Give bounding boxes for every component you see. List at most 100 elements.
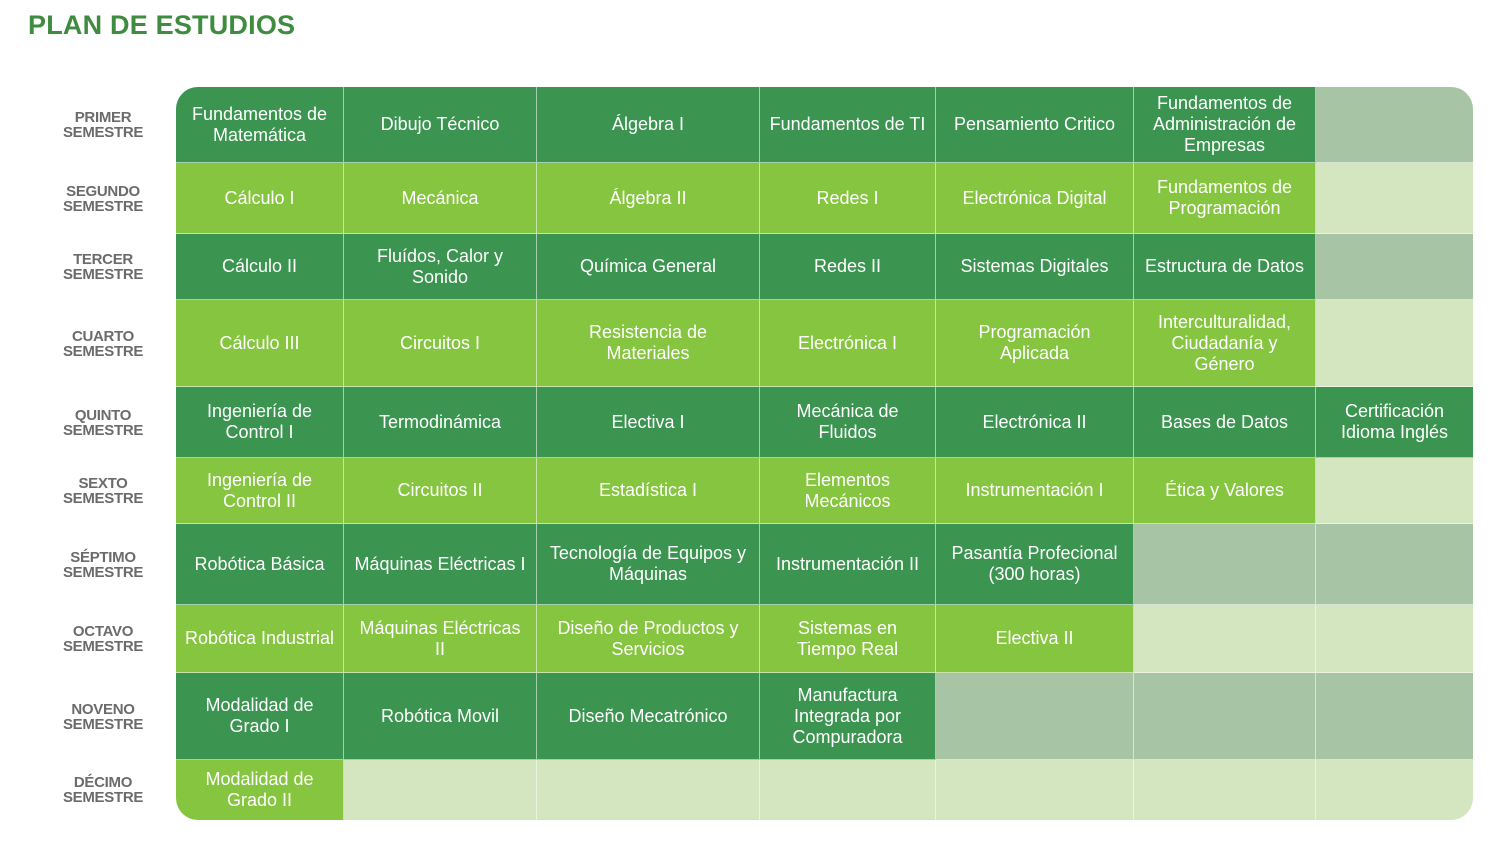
course-name: Sistemas en Tiempo Real — [796, 617, 899, 659]
course-name: Robótica Básica — [194, 553, 325, 574]
semester-label: TERCER SEMESTRE — [48, 234, 158, 300]
course-name: Ingeniería de Control II — [206, 469, 313, 511]
course-cell: Mecánica — [344, 163, 537, 234]
empty-course-cell — [936, 673, 1134, 760]
empty-course-cell — [760, 760, 936, 820]
course-name: Fluídos, Calor y Sonido — [376, 245, 504, 287]
course-name: Electiva I — [611, 411, 685, 432]
course-name: Máquinas Eléctricas I — [354, 553, 526, 574]
empty-course-cell — [1316, 673, 1473, 760]
course-name: Cálculo II — [221, 256, 298, 276]
course-cell: Mecánica de Fluidos — [760, 387, 936, 458]
course-name: Mecánica — [401, 187, 479, 208]
course-cell: Elementos Mecánicos — [760, 458, 936, 524]
semester-label: OCTAVO SEMESTRE — [48, 605, 158, 673]
course-cell: Instrumentación I — [936, 458, 1134, 524]
semester-label-word: SEMESTRE — [62, 421, 144, 439]
course-name: Robótica Movil — [380, 705, 500, 726]
course-name: Estructura de Datos — [1144, 256, 1305, 276]
course-cell: Modalidad de Grado II — [176, 760, 344, 820]
course-name: Modalidad de Grado I — [205, 695, 314, 736]
course-name: Redes I — [816, 187, 879, 208]
empty-course-cell — [344, 760, 537, 820]
course-cell: Fluídos, Calor y Sonido — [344, 234, 537, 300]
course-cell: Fundamentos de Administración de Empresa… — [1134, 87, 1316, 163]
course-cell: Manufactura Integrada por Compuradora — [760, 673, 936, 760]
semester-label-ordinal: QUINTO — [74, 406, 132, 424]
course-cell: Fundamentos de Programación — [1134, 163, 1316, 234]
semester-label-ordinal: NOVENO — [71, 700, 135, 718]
course-cell: Ingeniería de Control I — [176, 387, 344, 458]
course-name: Robótica Industrial — [184, 628, 335, 648]
empty-course-cell — [1316, 300, 1473, 387]
semester-label: DÉCIMO SEMESTRE — [48, 760, 158, 820]
course-name: Tecnología de Equipos y Máquinas — [549, 543, 747, 584]
curriculum-grid: Fundamentos de Matemática Dibujo Técnico Á… — [176, 87, 1473, 820]
course-name: Fundamentos de Programación — [1156, 177, 1293, 218]
semester-label-ordinal: CUARTO — [71, 327, 135, 345]
semester-label-ordinal: PRIMER — [74, 109, 132, 126]
course-name: Electrónica I — [797, 332, 898, 353]
course-cell: Electrónica I — [760, 300, 936, 387]
empty-course-cell — [1316, 163, 1473, 234]
course-cell: Instrumentación II — [760, 524, 936, 605]
course-cell: Circuitos II — [344, 458, 537, 524]
course-name: Circuitos I — [399, 332, 480, 353]
course-name: Cálculo I — [224, 187, 295, 208]
course-name: Sistemas Digitales — [960, 256, 1109, 276]
semester-label-word: SEMESTRE — [62, 638, 144, 655]
course-cell: Fundamentos de Matemática — [176, 87, 344, 163]
course-cell: Dibujo Técnico — [344, 87, 537, 163]
semester-label: SEXTO SEMESTRE — [48, 458, 158, 524]
course-name: Cálculo III — [219, 332, 300, 353]
empty-course-cell — [1316, 760, 1473, 820]
semester-label-word: SEMESTRE — [62, 124, 144, 141]
course-cell: Bases de Datos — [1134, 387, 1316, 458]
course-name: Programación Aplicada — [978, 322, 1091, 363]
course-name: Elementos Mecánicos — [804, 469, 891, 511]
course-cell: Electrónica II — [936, 387, 1134, 458]
empty-course-cell — [1134, 524, 1316, 605]
course-cell: Certificación Idioma Inglés — [1316, 387, 1473, 458]
course-name: Máquinas Eléctricas II — [359, 617, 521, 659]
empty-course-cell — [1316, 524, 1473, 605]
semester-label-ordinal: SEXTO — [78, 475, 128, 492]
page-title: PLAN DE ESTUDIOS — [28, 10, 296, 40]
course-name: Diseño de Productos y Servicios — [557, 617, 739, 659]
empty-course-cell — [1316, 234, 1473, 300]
course-cell: Cálculo II — [176, 234, 344, 300]
course-name: Modalidad de Grado II — [205, 769, 314, 810]
course-cell: Máquinas Eléctricas I — [344, 524, 537, 605]
empty-course-cell — [936, 760, 1134, 820]
course-cell: Estructura de Datos — [1134, 234, 1316, 300]
course-cell: Electiva II — [936, 605, 1134, 673]
empty-course-cell — [1134, 605, 1316, 673]
course-name: Química General — [579, 256, 717, 276]
course-name: Ingeniería de Control I — [206, 401, 313, 442]
course-name: Instrumentación I — [965, 480, 1104, 500]
course-name: Electrónica Digital — [962, 187, 1107, 208]
course-cell: Fundamentos de TI — [760, 87, 936, 163]
course-name: Álgebra I — [611, 114, 685, 134]
course-cell: Diseño Mecatrónico — [537, 673, 760, 760]
semester-label-ordinal: SEGUNDO — [66, 182, 140, 200]
course-cell: Pasantía Profecional (300 horas) — [936, 524, 1134, 605]
course-name: Circuitos II — [397, 480, 483, 500]
semester-label-ordinal: DÉCIMO — [73, 774, 133, 791]
course-cell: Estadística I — [537, 458, 760, 524]
empty-course-cell — [1134, 673, 1316, 760]
course-name: Interculturalidad, Ciudadanía y Género — [1157, 311, 1292, 374]
semester-label-word: SEMESTRE — [62, 563, 144, 581]
course-name: Electiva II — [995, 628, 1074, 648]
course-cell: Pensamiento Critico — [936, 87, 1134, 163]
semester-label-word: SEMESTRE — [62, 266, 144, 283]
empty-course-cell — [1316, 458, 1473, 524]
course-cell: Cálculo III — [176, 300, 344, 387]
semester-label: SEGUNDO SEMESTRE — [48, 163, 158, 234]
course-cell: Electrónica Digital — [936, 163, 1134, 234]
course-cell: Interculturalidad, Ciudadanía y Género — [1134, 300, 1316, 387]
course-cell: Máquinas Eléctricas II — [344, 605, 537, 673]
semester-label: SÉPTIMO SEMESTRE — [48, 524, 158, 605]
semester-label-ordinal: OCTAVO — [72, 623, 134, 640]
semester-label-ordinal: TERCER — [73, 251, 133, 268]
